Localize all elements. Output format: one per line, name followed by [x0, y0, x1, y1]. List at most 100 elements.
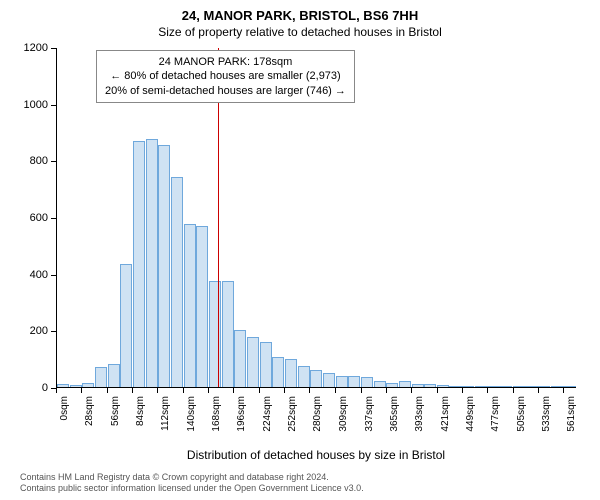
histogram-bar: [386, 383, 398, 387]
histogram-bar: [120, 264, 132, 387]
x-tick-mark: [56, 388, 57, 393]
histogram-bar: [184, 224, 196, 387]
x-tick-mark: [538, 388, 539, 393]
histogram-bar: [449, 386, 461, 387]
histogram-bar: [323, 373, 335, 387]
histogram-bar: [374, 381, 386, 387]
x-tick-mark: [107, 388, 108, 393]
histogram-bar: [424, 384, 436, 387]
y-tick-mark: [51, 161, 56, 162]
histogram-bar: [399, 381, 411, 387]
y-tick-mark: [51, 218, 56, 219]
x-tick-mark: [386, 388, 387, 393]
histogram-bar: [158, 145, 170, 387]
histogram-bar: [133, 141, 145, 388]
x-tick-mark: [81, 388, 82, 393]
histogram-bar: [437, 385, 449, 387]
x-tick-mark: [183, 388, 184, 393]
histogram-bar: [285, 359, 297, 387]
x-tick-mark: [335, 388, 336, 393]
x-tick-label: 421sqm: [440, 396, 451, 432]
y-axis-ticks: 020040060080010001200: [0, 48, 56, 388]
footer-line-1: Contains HM Land Registry data © Crown c…: [20, 472, 364, 483]
x-tick-mark: [309, 388, 310, 393]
histogram-bar: [525, 386, 537, 387]
x-tick-label: 561sqm: [566, 396, 577, 432]
histogram-bar: [513, 386, 525, 387]
histogram-bar: [361, 377, 373, 387]
histogram-bar: [57, 384, 69, 387]
x-tick-mark: [361, 388, 362, 393]
histogram-bar: [348, 376, 360, 387]
annotation-box: 24 MANOR PARK: 178sqm ← 80% of detached …: [96, 50, 355, 103]
x-tick-label: 337sqm: [364, 396, 375, 432]
x-tick-mark: [132, 388, 133, 393]
histogram-bar: [412, 384, 424, 387]
y-tick-label: 1200: [8, 42, 48, 54]
y-tick-label: 400: [8, 269, 48, 281]
histogram-bar: [171, 177, 183, 387]
footer-attribution: Contains HM Land Registry data © Crown c…: [20, 472, 364, 494]
histogram-bar: [336, 376, 348, 387]
x-tick-mark: [284, 388, 285, 393]
x-tick-label: 196sqm: [236, 396, 247, 432]
x-tick-label: 140sqm: [186, 396, 197, 432]
chart-subtitle: Size of property relative to detached ho…: [0, 23, 600, 45]
histogram-bar: [563, 386, 575, 387]
histogram-bar: [260, 342, 272, 387]
x-tick-mark: [411, 388, 412, 393]
histogram-bar: [196, 226, 208, 388]
histogram-bar: [146, 139, 158, 387]
x-tick-mark: [563, 388, 564, 393]
x-tick-mark: [513, 388, 514, 393]
x-tick-label: 168sqm: [211, 396, 222, 432]
x-tick-label: 56sqm: [110, 396, 121, 426]
histogram-bar: [551, 386, 563, 387]
histogram-bar: [95, 367, 107, 387]
x-axis-ticks: 0sqm 28sqm 56sqm 84sqm 112sqm 140sqm 168sqm 196…: [56, 388, 576, 448]
x-tick-mark: [487, 388, 488, 393]
y-tick-label: 1000: [8, 99, 48, 111]
x-tick-label: 505sqm: [516, 396, 527, 432]
footer-line-2: Contains public sector information licen…: [20, 483, 364, 494]
histogram-bar: [475, 386, 487, 387]
x-tick-label: 533sqm: [541, 396, 552, 432]
histogram-bar: [247, 337, 259, 387]
x-tick-label: 477sqm: [490, 396, 501, 432]
x-tick-mark: [259, 388, 260, 393]
x-tick-mark: [233, 388, 234, 393]
y-tick-mark: [51, 105, 56, 106]
x-tick-label: 224sqm: [262, 396, 273, 432]
histogram-bar: [500, 386, 512, 387]
x-tick-label: 449sqm: [465, 396, 476, 432]
x-tick-label: 252sqm: [287, 396, 298, 432]
y-tick-label: 0: [8, 382, 48, 394]
x-tick-label: 280sqm: [312, 396, 323, 432]
x-tick-label: 0sqm: [59, 396, 70, 420]
histogram-bar: [234, 330, 246, 387]
x-tick-label: 28sqm: [84, 396, 95, 426]
histogram-bar: [70, 385, 82, 387]
x-tick-mark: [208, 388, 209, 393]
x-tick-label: 84sqm: [135, 396, 146, 426]
histogram-bar: [272, 357, 284, 387]
y-tick-mark: [51, 48, 56, 49]
histogram-bar: [209, 281, 221, 387]
x-tick-mark: [462, 388, 463, 393]
histogram-bar: [310, 370, 322, 387]
y-tick-mark: [51, 275, 56, 276]
y-tick-label: 600: [8, 212, 48, 224]
histogram-bar: [538, 386, 550, 387]
x-tick-label: 112sqm: [160, 396, 171, 431]
histogram-bar: [298, 366, 310, 387]
histogram-chart: { "title": "24, MANOR PARK, BRISTOL, BS6…: [0, 0, 600, 500]
histogram-bar: [487, 386, 499, 387]
y-tick-mark: [51, 331, 56, 332]
x-tick-mark: [437, 388, 438, 393]
histogram-bar: [222, 281, 234, 387]
annotation-line-2: ← 80% of detached houses are smaller (2,…: [105, 69, 346, 83]
x-tick-label: 393sqm: [414, 396, 425, 432]
histogram-bar: [462, 386, 474, 387]
annotation-line-3: 20% of semi-detached houses are larger (…: [105, 84, 346, 98]
x-axis-label: Distribution of detached houses by size …: [56, 448, 576, 462]
